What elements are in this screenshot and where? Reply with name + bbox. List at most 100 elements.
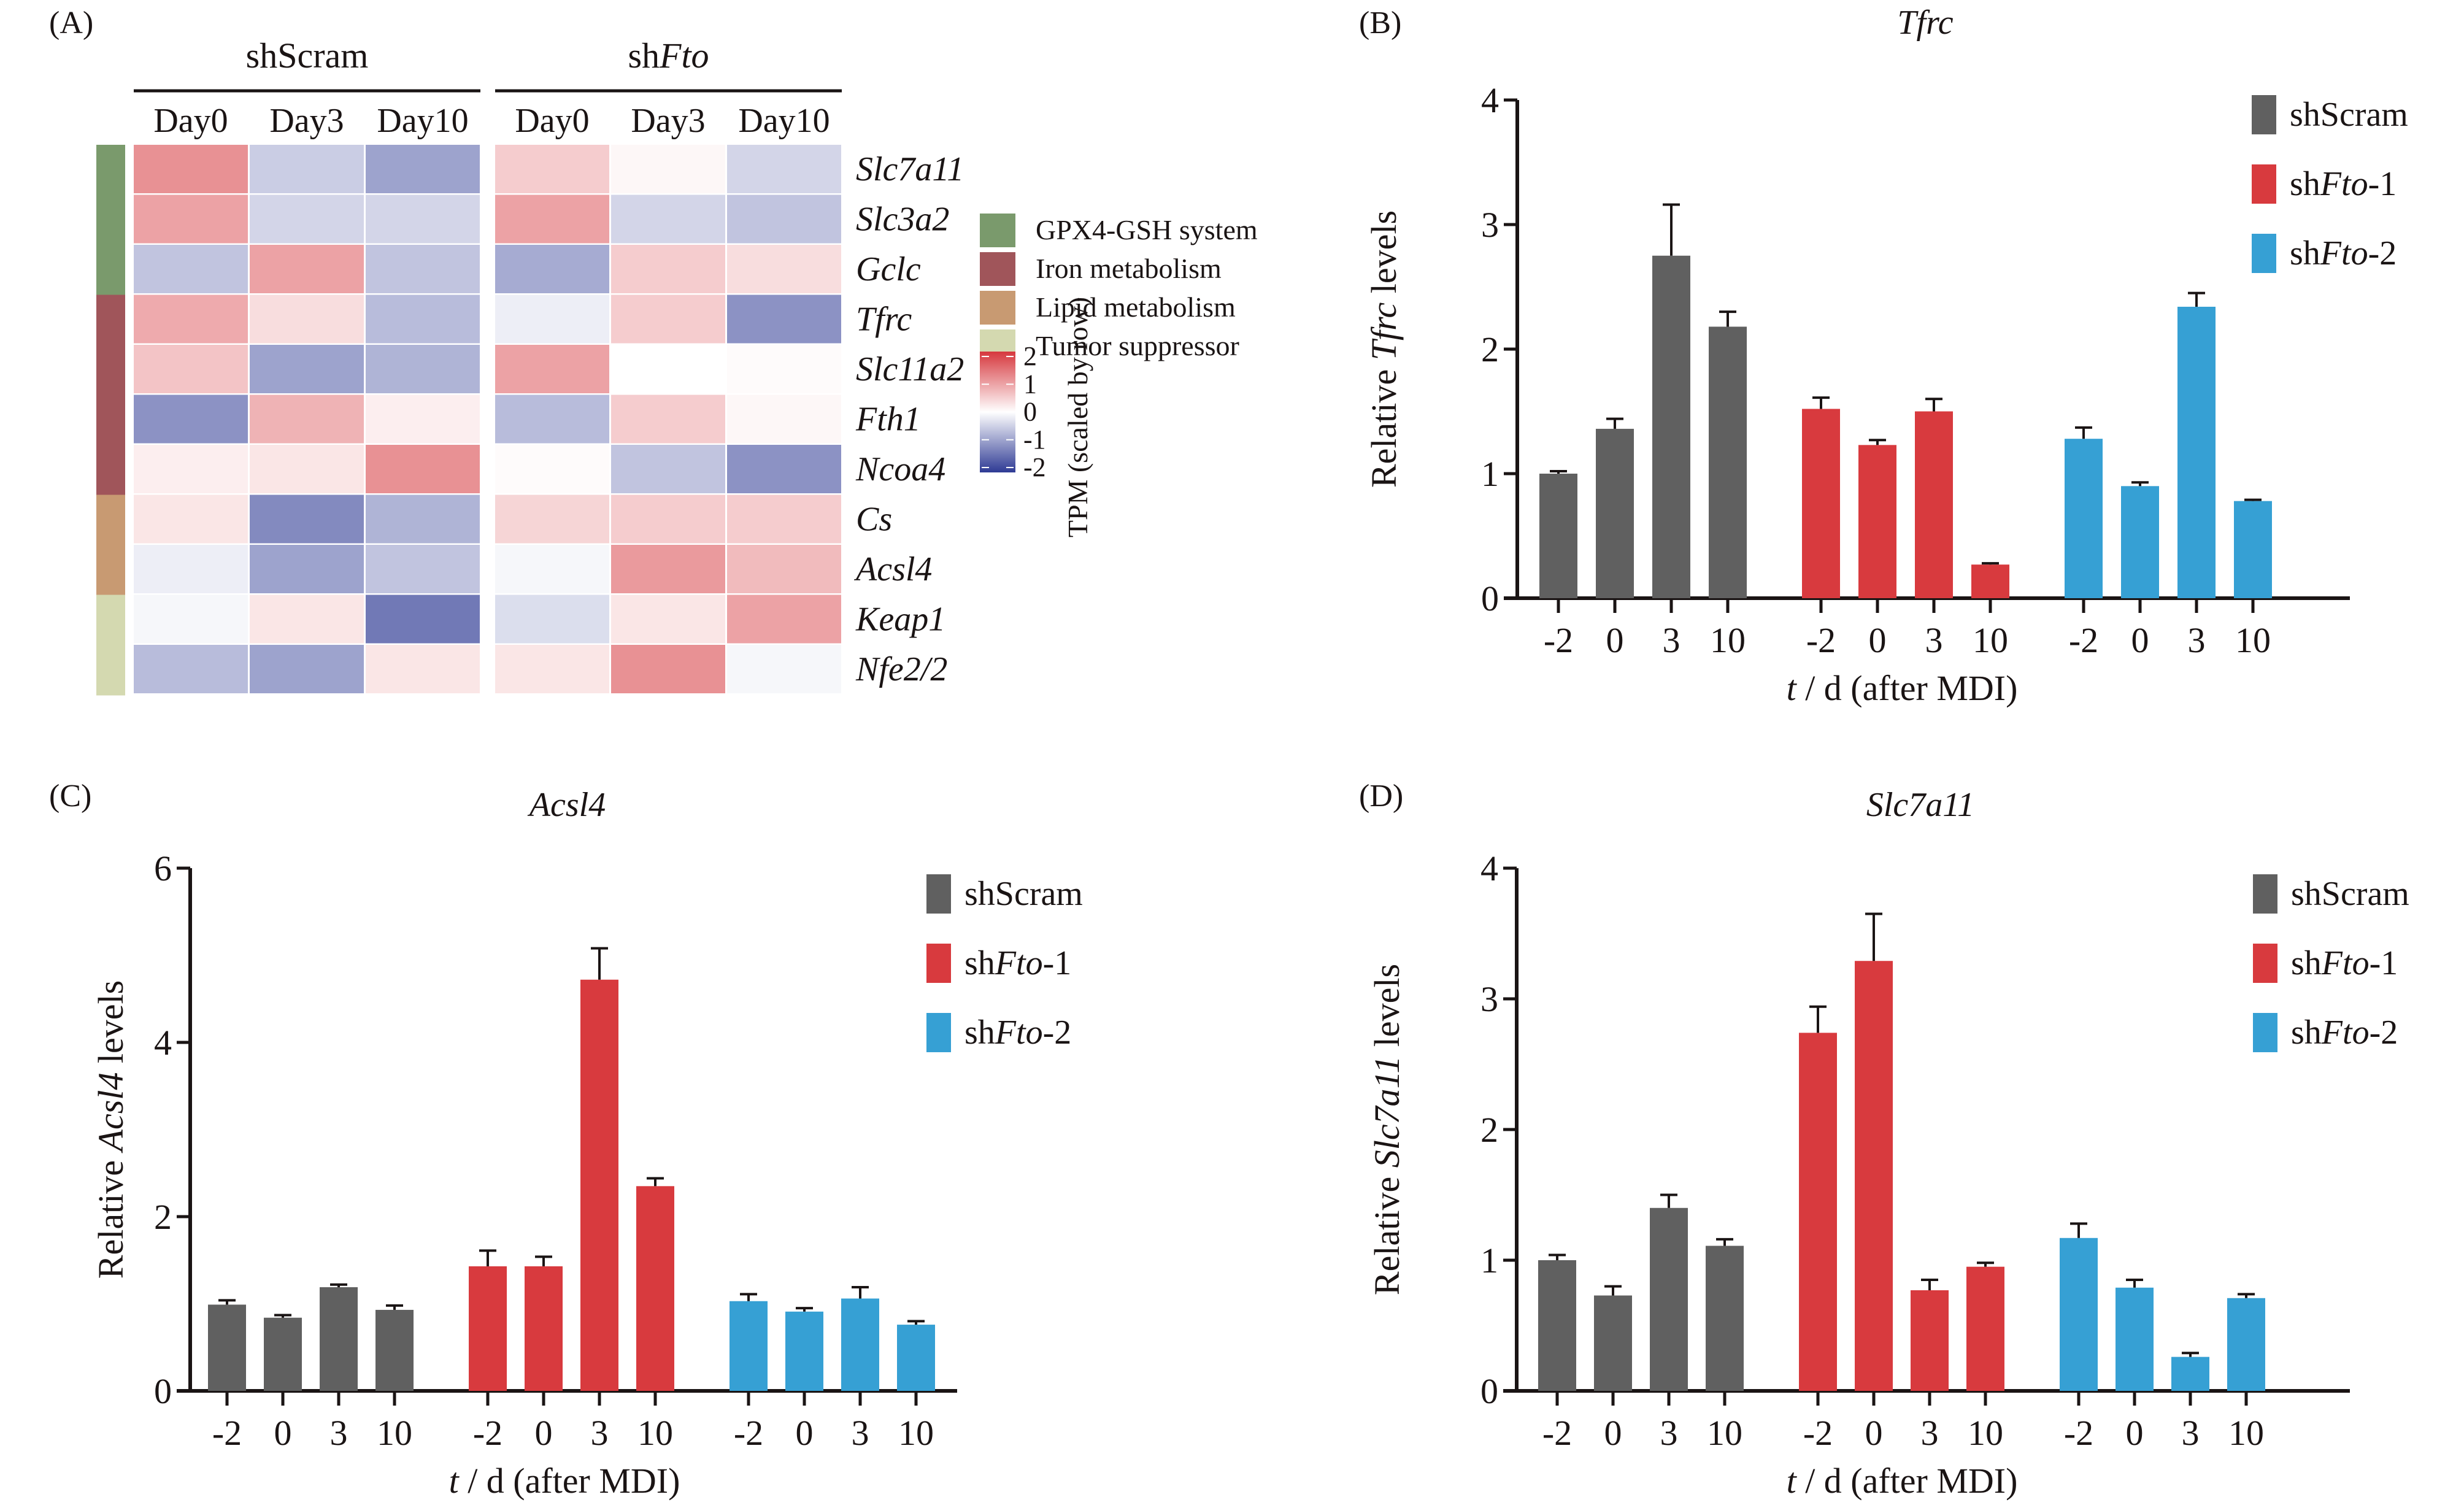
x-tick-label: 0 <box>274 1413 292 1453</box>
y-tick-label: 0 <box>1480 1371 1498 1411</box>
chart-title: Acsl4 <box>527 786 606 824</box>
x-tick-label: -2 <box>473 1413 502 1453</box>
gene-label: Ncoa4 <box>855 450 945 488</box>
y-axis-label: Relative Acsl4 levels <box>91 980 131 1279</box>
heatmap-cell <box>134 545 248 593</box>
gene-label: Acsl4 <box>853 550 932 588</box>
heatmap-cell <box>727 445 841 493</box>
bar <box>469 1266 507 1391</box>
x-tick-label: 10 <box>2228 1413 2264 1453</box>
heatmap-cell <box>134 495 248 544</box>
row-category-swatch <box>96 245 125 296</box>
colorbar-tick-label: 1 <box>1023 369 1037 399</box>
x-tick-label: 10 <box>1710 620 1746 660</box>
x-tick-label: 3 <box>2182 1413 2200 1453</box>
chart-title: Tfrc <box>1897 4 1953 42</box>
colorbar-title: TPM (scaled by row) <box>1062 297 1093 537</box>
heatmap-cell <box>250 445 364 493</box>
legend-label: shFto-2 <box>2290 234 2397 272</box>
heatmap-cell <box>134 645 248 693</box>
y-tick-label: 1 <box>1480 1241 1498 1280</box>
heatmap-cell <box>611 645 725 693</box>
heatmap-cell <box>611 294 725 344</box>
row-category-swatch <box>96 395 125 445</box>
heatmap-panel: shScram shFto Day0 Day3 Day10 Day0 Day3 Day10 Sl… <box>96 36 1258 696</box>
legend-label: shScram <box>2290 96 2408 134</box>
x-tick-label: 0 <box>1865 1413 1883 1453</box>
heatmap-cell <box>495 194 609 244</box>
legend-swatch <box>926 944 951 983</box>
heatmap-cell <box>611 245 725 293</box>
y-tick-label: 3 <box>1480 979 1498 1019</box>
heatmap-cell <box>134 294 248 344</box>
bar <box>785 1311 823 1391</box>
heatmap-cell <box>366 194 480 244</box>
gene-label: Slc7a11 <box>856 150 964 188</box>
bar <box>1855 961 1893 1391</box>
row-category-swatch <box>96 595 125 645</box>
heatmap-cell <box>611 495 725 544</box>
x-tick-label: 3 <box>1660 1413 1678 1453</box>
heatmap-cell <box>727 645 841 693</box>
x-tick-label: 0 <box>796 1413 814 1453</box>
bar <box>1652 255 1690 598</box>
x-tick-label: 10 <box>898 1413 934 1453</box>
legend-swatch <box>2252 234 2276 273</box>
colorbar-tick-label: -2 <box>1023 452 1046 482</box>
heatmap-cell <box>611 345 725 393</box>
heatmap-cell <box>366 645 480 693</box>
bar <box>1594 1295 1632 1391</box>
heatmap-cell <box>727 245 841 293</box>
column-label: Day10 <box>377 102 468 140</box>
row-category-swatch <box>96 194 125 245</box>
heatmap-cell <box>727 294 841 344</box>
heatmap-cell <box>134 145 248 193</box>
heatmap-cell <box>611 445 725 493</box>
bar <box>1539 474 1577 598</box>
legend-label: shFto-1 <box>964 944 1071 982</box>
x-tick-label: 3 <box>1663 620 1681 660</box>
bar <box>2171 1357 2209 1391</box>
heatmap-cell <box>250 245 364 293</box>
row-category-swatch <box>96 545 125 596</box>
heatmap-cell <box>495 245 609 293</box>
bar <box>2060 1237 2098 1391</box>
bar <box>320 1287 358 1391</box>
bar <box>1709 326 1747 598</box>
heatmap-cell <box>495 545 609 593</box>
heatmap-cell <box>727 345 841 393</box>
x-tick-label: 0 <box>1604 1413 1622 1453</box>
heatmap-cell <box>250 595 364 644</box>
column-label: Day3 <box>631 102 705 140</box>
bar <box>208 1304 246 1391</box>
heatmap-cell <box>495 395 609 444</box>
heatmap-cell <box>250 194 364 244</box>
bar <box>2177 306 2216 598</box>
panel-label-b: (B) <box>1359 6 1402 40</box>
y-tick-label: 2 <box>1480 1110 1498 1150</box>
bar <box>2065 439 2103 598</box>
row-category-swatch <box>96 145 125 196</box>
heatmap-cell <box>366 545 480 593</box>
category-legend-label: Iron metabolism <box>1036 253 1222 284</box>
column-label: Day10 <box>738 102 830 140</box>
heatmap-cell <box>134 445 248 493</box>
bar <box>841 1298 879 1391</box>
group-label: shFto <box>628 36 709 75</box>
colorbar-tick-label: 0 <box>1023 397 1037 427</box>
x-tick-label: 3 <box>2188 620 2206 660</box>
heatmap-cell <box>134 595 248 644</box>
heatmap-cell <box>134 345 248 393</box>
column-label: Day3 <box>269 102 344 140</box>
y-axis-label: Relative Tfrc levels <box>1364 210 1404 488</box>
legend-swatch <box>2252 164 2276 204</box>
y-tick-label: 2 <box>1481 329 1499 369</box>
bar <box>1802 409 1840 598</box>
x-tick-label: 3 <box>852 1413 869 1453</box>
bar <box>1596 428 1634 598</box>
heatmap-cell <box>366 145 480 193</box>
legend-swatch <box>926 874 951 914</box>
panel-label-a: (A) <box>49 6 94 40</box>
